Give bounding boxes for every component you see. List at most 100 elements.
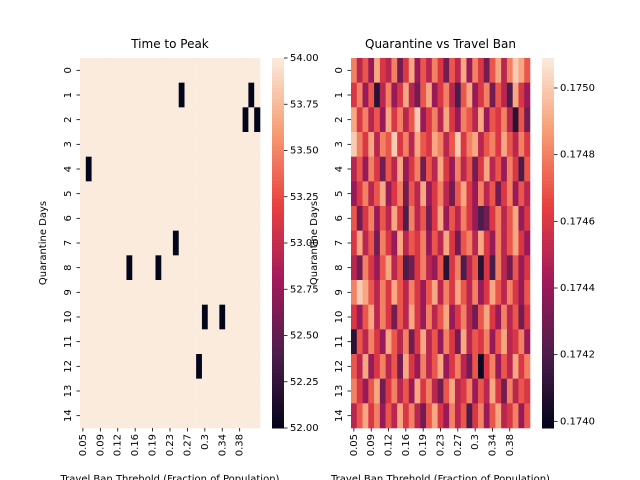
heatmap-cell bbox=[379, 156, 386, 182]
heatmap-cell bbox=[126, 354, 133, 379]
heatmap-cell bbox=[454, 403, 462, 429]
heatmap-cell bbox=[443, 280, 450, 305]
chart-title: Time to Peak bbox=[130, 37, 209, 51]
heatmap-cell bbox=[91, 156, 98, 182]
heatmap-cell bbox=[501, 58, 508, 83]
heatmap-cell bbox=[443, 354, 450, 379]
x-tick-label: 0.12 bbox=[384, 434, 395, 456]
colorbar-segment bbox=[542, 383, 554, 388]
colorbar-segment bbox=[542, 342, 554, 348]
heatmap-cell bbox=[368, 378, 375, 404]
heatmap-cell bbox=[114, 107, 121, 133]
heatmap-cell bbox=[230, 58, 238, 83]
heatmap-cell bbox=[374, 107, 381, 133]
heatmap-cell bbox=[230, 304, 238, 330]
heatmap-cell bbox=[512, 82, 519, 108]
colorbar-segment bbox=[542, 135, 554, 140]
heatmap-cell bbox=[420, 156, 427, 182]
heatmap-cell bbox=[219, 378, 226, 404]
colorbar-segment bbox=[542, 250, 554, 255]
heatmap-cell bbox=[225, 156, 232, 182]
colorbar-segment bbox=[542, 365, 554, 370]
heatmap-cell bbox=[420, 280, 427, 305]
colorbar-segment bbox=[542, 268, 554, 274]
heatmap-cell bbox=[489, 255, 496, 281]
heatmap-cell bbox=[190, 206, 197, 231]
heatmap-cell bbox=[196, 58, 203, 83]
heatmap-cell bbox=[254, 304, 261, 330]
colorbar-segment bbox=[542, 272, 554, 277]
heatmap-cell bbox=[201, 132, 209, 157]
heatmap-cell bbox=[391, 206, 398, 231]
heatmap-cell bbox=[161, 206, 168, 231]
heatmap-cell bbox=[431, 354, 438, 379]
heatmap-cell bbox=[443, 378, 450, 404]
x-tick-label: 0.05 bbox=[78, 434, 89, 456]
heatmap-cell bbox=[219, 255, 226, 281]
colorbar-segment bbox=[542, 72, 554, 77]
colorbar-segment bbox=[542, 243, 554, 248]
heatmap-cell bbox=[391, 255, 398, 281]
heatmap-cell bbox=[351, 132, 358, 157]
colorbar-segment bbox=[272, 102, 284, 107]
heatmap-cell bbox=[524, 181, 531, 207]
heatmap-cell bbox=[225, 206, 232, 231]
heatmap-cell bbox=[472, 107, 479, 133]
heatmap-cell bbox=[155, 230, 162, 256]
heatmap-cell bbox=[184, 156, 191, 182]
heatmap-cell bbox=[242, 82, 249, 108]
y-tick-label: 10 bbox=[63, 311, 74, 324]
heatmap-cell bbox=[402, 378, 410, 404]
colorbar-segment bbox=[272, 368, 284, 373]
y-axis-label: Quarantine Days bbox=[309, 201, 320, 285]
heatmap-cell bbox=[120, 206, 127, 231]
heatmap-cell bbox=[351, 304, 358, 330]
heatmap-cell bbox=[437, 132, 444, 157]
heatmap-cell bbox=[190, 107, 197, 133]
heatmap-cell bbox=[385, 230, 392, 256]
y-tick-label: 5 bbox=[334, 190, 345, 196]
heatmap-cell bbox=[254, 280, 261, 305]
heatmap-cell bbox=[466, 354, 473, 379]
colorbar-segment bbox=[542, 424, 554, 429]
heatmap-cell bbox=[368, 107, 375, 133]
heatmap-cell bbox=[196, 329, 203, 355]
colorbar-segment bbox=[272, 335, 284, 340]
heatmap-cell bbox=[374, 206, 381, 231]
heatmap-cell bbox=[85, 354, 92, 379]
heatmap-cell bbox=[506, 181, 513, 207]
colorbar-tick-label: 52.00 bbox=[290, 423, 319, 434]
heatmap-cell bbox=[449, 156, 456, 182]
colorbar-segment bbox=[272, 191, 284, 196]
heatmap-cell bbox=[408, 132, 415, 157]
x-tick-label: 0.19 bbox=[418, 434, 429, 456]
heatmap-cell bbox=[351, 82, 358, 108]
heatmap-cell bbox=[414, 156, 421, 182]
heatmap-cell bbox=[161, 354, 168, 379]
heatmap-cell bbox=[391, 82, 398, 108]
heatmap-cell bbox=[143, 329, 150, 355]
heatmap-cell bbox=[132, 82, 139, 108]
heatmap-cell bbox=[236, 82, 243, 108]
colorbar-segment bbox=[542, 324, 554, 329]
heatmap-cell bbox=[126, 280, 133, 305]
heatmap-cell bbox=[126, 132, 133, 157]
colorbar-tick-label: 0.1746 bbox=[560, 216, 595, 227]
heatmap-cell bbox=[201, 230, 209, 256]
heatmap-cell bbox=[431, 329, 438, 355]
heatmap-cell bbox=[167, 132, 174, 157]
heatmap-cell bbox=[80, 354, 87, 379]
heatmap-cell bbox=[489, 304, 496, 330]
heatmap-cell bbox=[155, 107, 162, 133]
colorbar-segment bbox=[542, 339, 554, 344]
heatmap-cell bbox=[248, 329, 255, 355]
heatmap-cell bbox=[454, 255, 462, 281]
heatmap-cell bbox=[85, 304, 92, 330]
heatmap-cell bbox=[126, 378, 133, 404]
heatmap-cell bbox=[408, 354, 415, 379]
colorbar-segment bbox=[272, 169, 284, 174]
heatmap-cell bbox=[426, 378, 433, 404]
y-tick-label: 11 bbox=[63, 335, 74, 348]
heatmap-cell bbox=[109, 206, 116, 231]
colorbar-segment bbox=[272, 206, 284, 211]
